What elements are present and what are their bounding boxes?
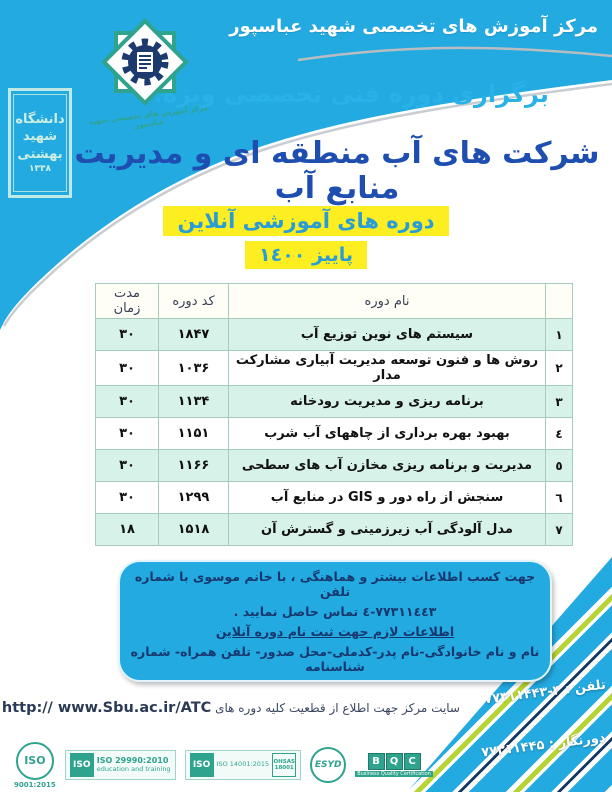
university-seal: دانشگاه شهید بهشتی ۱۳۳۸ bbox=[8, 88, 72, 198]
course-name: برنامه ریزی و مدیریت رودخانه bbox=[228, 385, 546, 418]
banner-line-season: پاییز ۱٤۰۰ bbox=[245, 241, 367, 269]
website-line: سایت مرکز جهت اطلاع از قطعیت کلیه دوره ه… bbox=[2, 700, 460, 716]
bqc-letter-c: C bbox=[403, 753, 421, 770]
bqc-letter-q: Q bbox=[385, 753, 403, 770]
seal-text: شهید bbox=[22, 129, 58, 145]
fax-line: دورنگار : ۷۷۳۱۱۴۴۵ bbox=[481, 730, 607, 760]
course-duration: ۳۰ bbox=[95, 385, 159, 418]
iso-14001-icon: ISO bbox=[189, 753, 214, 777]
row-number: ۱ bbox=[545, 318, 573, 351]
phone-value: ۷۷۳۱۱۴۴۳-۴ bbox=[483, 683, 562, 708]
training-center-logo-icon bbox=[101, 18, 189, 106]
iso-14001-logo: ISO ISO 14001:2015 OHSAS 18001 bbox=[184, 750, 302, 780]
bqc-logo: B Q C Business Quality Certification bbox=[355, 753, 433, 777]
fax-value: ۷۷۳۱۱۴۴۵ bbox=[480, 737, 546, 761]
info-line-contact: جهت کسب اطلاعات بیشتر و هماهنگی ، با خان… bbox=[134, 568, 536, 599]
page-title: شرکت های آب منطقه ای و مدیریت منابع آب bbox=[74, 136, 600, 206]
organization-name: مرکز آموزش های تخصصی شهید عباسپور bbox=[229, 16, 598, 37]
banner: دوره های آموزشی آنلاین پاییز ۱٤۰۰ bbox=[0, 206, 612, 269]
iso-29990-logo: ISO ISO 29990:2010 education and trainin… bbox=[64, 750, 176, 780]
table-row: ۲ روش ها و فنون توسعه مدیریت آبیاری مشار… bbox=[95, 350, 573, 386]
table-row: ٤ بهبود بهره برداری از چاههای آب شرب ۱۱۵… bbox=[95, 417, 573, 450]
header-course-name: نام دوره bbox=[228, 283, 546, 319]
iso-14001-title: ISO 14001:2015 bbox=[216, 760, 270, 769]
row-number: ٧ bbox=[545, 513, 573, 546]
iso-29990-subtitle: education and training bbox=[96, 764, 171, 773]
esyd-logo-icon: ESYD bbox=[310, 747, 347, 783]
course-code: ۱۵۱۸ bbox=[158, 513, 229, 546]
course-code: ۱۸۴۷ bbox=[158, 318, 229, 351]
course-duration: ۳۰ bbox=[95, 350, 159, 386]
course-code: ۱۱۵۱ bbox=[158, 417, 229, 450]
course-code: ۱۱۶۶ bbox=[158, 449, 229, 482]
iso-9001-label: 9001:2015 bbox=[14, 780, 56, 789]
info-line-registration-heading: اطلاعات لازم جهت ثبت نام دوره آنلاین bbox=[215, 623, 455, 639]
ohsas-18001-icon: OHSAS 18001 bbox=[272, 753, 297, 777]
seal-year: ۱۳۳۸ bbox=[29, 163, 51, 174]
row-number: ٤ bbox=[545, 417, 573, 450]
contact-info-box: جهت کسب اطلاعات بیشتر و هماهنگی ، با خان… bbox=[118, 560, 552, 682]
phone-label: تلفن : bbox=[563, 677, 607, 698]
course-name: مدل آلودگی آب زیرزمینی و گسترش آن bbox=[228, 513, 546, 546]
course-name: بهبود بهره برداری از چاههای آب شرب bbox=[228, 417, 546, 450]
course-duration: ۳۰ bbox=[95, 417, 159, 450]
table-row: ۳ برنامه ریزی و مدیریت رودخانه ۱۱۳۴ ۳۰ bbox=[95, 385, 573, 418]
iso-9001-logo: ISO 9001:2015 bbox=[14, 741, 56, 789]
course-duration: ۳۰ bbox=[95, 449, 159, 482]
certification-logos-row: ISO 9001:2015 ISO ISO 29990:2010 educati… bbox=[14, 740, 433, 790]
bqc-letter-b: B bbox=[367, 753, 385, 770]
bqc-subtitle: Business Quality Certification bbox=[355, 771, 433, 777]
ohsas-line1: OHSAS bbox=[273, 759, 295, 765]
table-row: ٥ مدیریت و برنامه ریزی مخازن آب های سطحی… bbox=[95, 449, 573, 482]
header-course-code: کد دوره bbox=[158, 283, 229, 319]
phone-line: تلفن : ۷۷۳۱۱۴۴۳-۴ bbox=[483, 678, 606, 708]
course-name: سیستم های نوین توزیع آب bbox=[228, 318, 546, 351]
banner-line-online-courses: دوره های آموزشی آنلاین bbox=[163, 206, 449, 236]
event-subtitle: برگزاری دوره فنی تخصصی ویژه: bbox=[153, 80, 549, 108]
iso-29990-icon: ISO bbox=[69, 753, 94, 777]
seal-text: دانشگاه bbox=[15, 112, 65, 128]
header-duration: مدت زمان bbox=[95, 283, 159, 319]
table-header-row: نام دوره کد دوره مدت زمان bbox=[95, 283, 573, 319]
contact-phone-number: ٧٧٣١١٤٤٣-٤ bbox=[362, 603, 437, 619]
table-row: ۱ سیستم های نوین توزیع آب ۱۸۴۷ ۳۰ bbox=[95, 318, 573, 351]
course-name: روش ها و فنون توسعه مدیریت آبیاری مشارکت… bbox=[228, 350, 546, 386]
course-duration: ۳۰ bbox=[95, 318, 159, 351]
website-url-link[interactable]: http:// www.Sbu.ac.ir/ATC bbox=[1, 700, 212, 716]
info-line-phone: ٧٧٣١١٤٤٣-٤ تماس حاصل نمایید . bbox=[234, 604, 437, 619]
info-line-phone-suffix: تماس حاصل نمایید . bbox=[233, 603, 359, 619]
university-seal-frame: دانشگاه شهید بهشتی ۱۳۳۸ bbox=[13, 94, 67, 192]
course-code: ۱۲۹۹ bbox=[158, 481, 229, 514]
iso-9001-icon: ISO bbox=[15, 741, 54, 780]
row-number: ٥ bbox=[545, 449, 573, 482]
course-duration: ۱۸ bbox=[95, 513, 159, 546]
course-name: مدیریت و برنامه ریزی مخازن آب های سطحی bbox=[228, 449, 546, 482]
course-code: ۱۱۳۴ bbox=[158, 385, 229, 418]
fax-label: دورنگار : bbox=[548, 730, 607, 753]
seal-text: بهشتی bbox=[17, 146, 63, 162]
info-line-required-fields: نام و نام خانوادگی-نام پدر-کدملی-محل صدو… bbox=[130, 643, 540, 674]
iso-29990-title: ISO 29990:2010 bbox=[96, 756, 169, 766]
ohsas-line2: 18001 bbox=[274, 765, 294, 771]
course-duration: ۳۰ bbox=[95, 481, 159, 514]
course-name: سنجش از راه دور و GIS در منابع آب bbox=[228, 481, 546, 514]
row-number: ۲ bbox=[545, 350, 573, 386]
course-code: ۱۰۳۶ bbox=[158, 350, 229, 386]
header-row-number bbox=[545, 283, 573, 319]
row-number: ۳ bbox=[545, 385, 573, 418]
courses-table: نام دوره کد دوره مدت زمان ۱ سیستم های نو… bbox=[95, 283, 573, 546]
table-row: ٧ مدل آلودگی آب زیرزمینی و گسترش آن ۱۵۱۸… bbox=[95, 513, 573, 546]
table-row: ٦ سنجش از راه دور و GIS در منابع آب ۱۲۹۹… bbox=[95, 481, 573, 514]
website-label: سایت مرکز جهت اطلاع از قطعیت کلیه دوره ه… bbox=[215, 701, 460, 715]
row-number: ٦ bbox=[545, 481, 573, 514]
